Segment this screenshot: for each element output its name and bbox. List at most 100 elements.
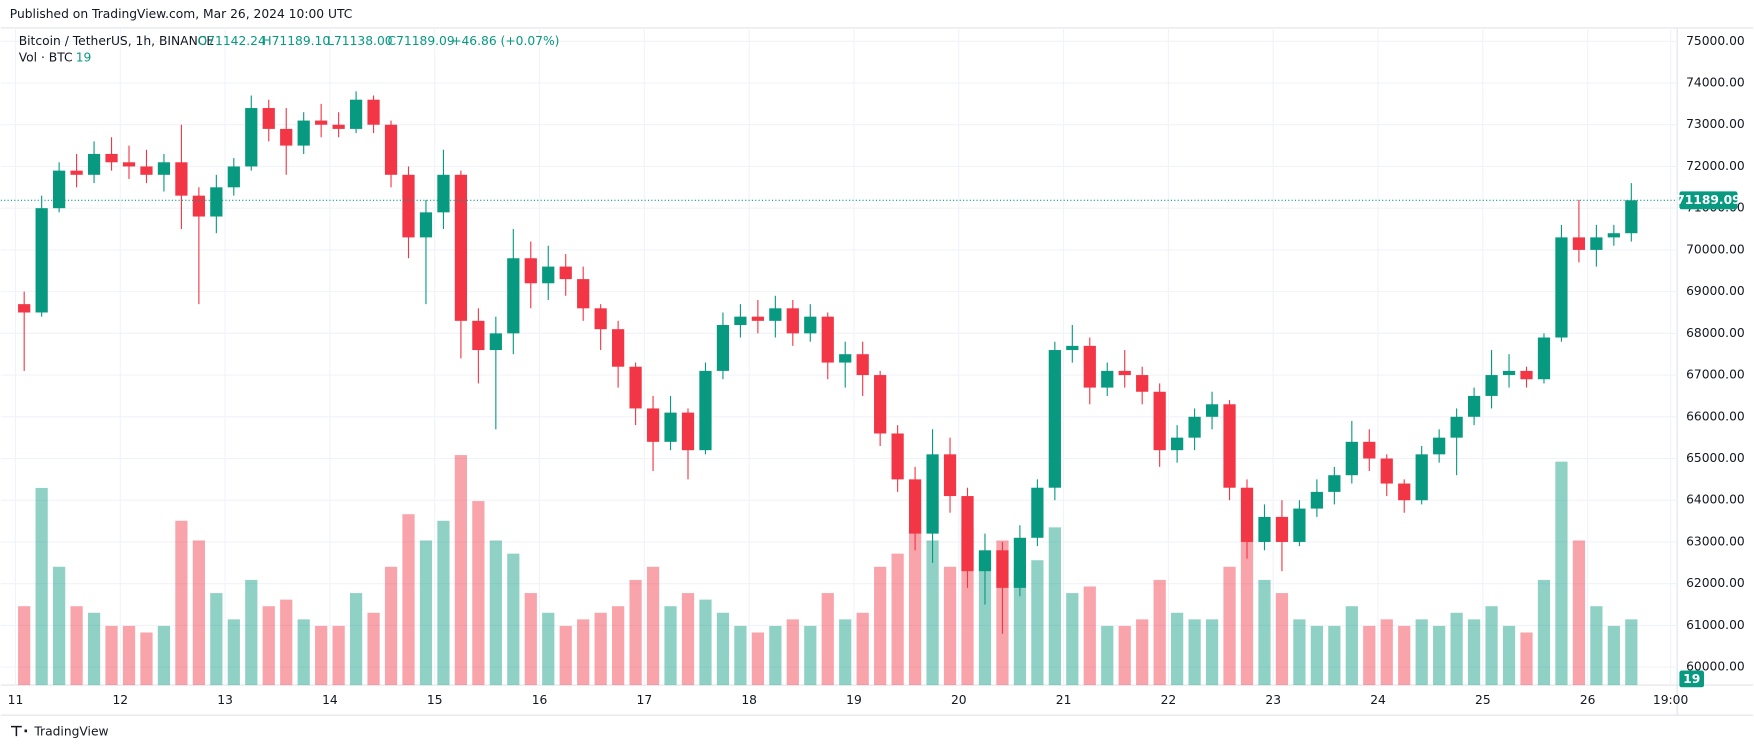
x-tick-label: 24 bbox=[1370, 693, 1386, 707]
candle-body bbox=[664, 412, 677, 442]
footer: ⊤∙ TradingView bbox=[10, 724, 109, 740]
candle-body bbox=[472, 320, 485, 351]
candle-body bbox=[1310, 491, 1323, 509]
volume-bar bbox=[908, 527, 922, 686]
volume-bar bbox=[1293, 619, 1306, 686]
volume-bar bbox=[105, 625, 118, 686]
candle-body bbox=[524, 258, 537, 284]
candle-body bbox=[681, 412, 695, 451]
volume-bar bbox=[612, 606, 625, 686]
volume-bar bbox=[18, 606, 31, 686]
last-price-badge bbox=[1679, 191, 1738, 210]
volume-badge-label: 19 bbox=[1683, 672, 1700, 686]
ohlc-close: C71189.09 bbox=[388, 34, 455, 48]
x-tick-label: 11 bbox=[8, 693, 24, 707]
candle-body bbox=[122, 162, 136, 167]
candle-body bbox=[1101, 370, 1114, 388]
candle-body bbox=[367, 99, 380, 125]
volume-bar bbox=[367, 612, 380, 686]
candle-body bbox=[1048, 350, 1061, 488]
volume-bar bbox=[1555, 461, 1568, 686]
volume-bar bbox=[1433, 625, 1446, 686]
volume-bar bbox=[157, 625, 171, 686]
volume-bar bbox=[1223, 566, 1236, 686]
candle-body bbox=[629, 366, 642, 409]
candle-body bbox=[1572, 237, 1586, 250]
volume-badge bbox=[1679, 670, 1704, 688]
x-tick-label: 20 bbox=[951, 693, 967, 707]
candle-body bbox=[646, 408, 660, 442]
candle-body bbox=[996, 550, 1009, 588]
plot bbox=[0, 91, 1678, 686]
y-tick-label: 67000.00 bbox=[1686, 368, 1745, 382]
volume-bar bbox=[1625, 619, 1638, 686]
published-note: Published on TradingView.com, Mar 26, 20… bbox=[10, 7, 353, 21]
x-tick-label: 14 bbox=[322, 693, 338, 707]
candle-body bbox=[926, 454, 939, 534]
candle-body bbox=[804, 316, 817, 334]
candle-body bbox=[1205, 404, 1219, 417]
volume-bar bbox=[646, 566, 660, 686]
y-tick-label: 72000.00 bbox=[1686, 159, 1745, 173]
volume-bar bbox=[734, 625, 747, 686]
volume-bar bbox=[1205, 619, 1219, 686]
ohlc-open: O71142.24 bbox=[198, 34, 266, 48]
candle-body bbox=[699, 370, 712, 451]
y-tick-label: 64000.00 bbox=[1686, 493, 1745, 507]
candle-body bbox=[454, 174, 468, 321]
candle-body bbox=[192, 195, 205, 217]
volume-bar bbox=[681, 593, 695, 686]
volume-bar bbox=[1031, 560, 1044, 686]
x-tick-label: 22 bbox=[1161, 693, 1177, 707]
candle-body bbox=[297, 120, 310, 146]
candle-body bbox=[978, 550, 992, 572]
candle-body bbox=[1345, 441, 1358, 476]
candle-body bbox=[35, 208, 48, 313]
candle-body bbox=[961, 496, 974, 572]
candle-body bbox=[1433, 437, 1446, 455]
volume-bar bbox=[280, 599, 293, 686]
x-tick-label: 19:00 bbox=[1653, 693, 1688, 707]
volume-bar bbox=[1398, 625, 1411, 686]
x-tick-label: 18 bbox=[741, 693, 757, 707]
volume-bar bbox=[1485, 606, 1498, 686]
volume-bar bbox=[192, 540, 205, 686]
volume-bar bbox=[629, 579, 642, 686]
candle-body bbox=[612, 329, 625, 367]
volume-bar bbox=[804, 625, 817, 686]
candle-body bbox=[1502, 370, 1516, 376]
volume-bar bbox=[384, 566, 398, 686]
ohlc-change: +46.86 (+0.07%) bbox=[451, 34, 559, 48]
x-tick-label: 13 bbox=[217, 693, 233, 707]
volume-bar bbox=[472, 501, 485, 686]
y-tick-label: 61000.00 bbox=[1686, 618, 1745, 632]
volume-bar bbox=[402, 514, 415, 686]
last-price-label: 71189.09 bbox=[1676, 193, 1740, 207]
candle-body bbox=[751, 316, 764, 321]
x-tick-label: 19 bbox=[846, 693, 862, 707]
legend: Bitcoin / TetherUS, 1h, BINANCE O71142.2… bbox=[19, 34, 560, 65]
y-tick-label: 60000.00 bbox=[1686, 660, 1745, 674]
candle-body bbox=[437, 174, 450, 213]
volume-bar bbox=[1380, 619, 1393, 686]
candle-body bbox=[769, 308, 782, 321]
volume-bar bbox=[1258, 579, 1271, 686]
candle-body bbox=[70, 170, 83, 175]
candle-body bbox=[1625, 200, 1638, 234]
volume-bar bbox=[716, 612, 730, 686]
volume-bar bbox=[542, 612, 555, 686]
symbol: Bitcoin / TetherUS, 1h, BINANCE bbox=[19, 34, 214, 48]
logo: ⊤∙ bbox=[10, 724, 29, 740]
candle-body bbox=[1537, 337, 1551, 380]
candle-body bbox=[210, 187, 223, 217]
candle-body bbox=[1607, 233, 1620, 238]
volume-bar bbox=[1310, 625, 1323, 686]
candle-body bbox=[1398, 483, 1411, 501]
candle-body bbox=[734, 316, 747, 326]
volume-bar bbox=[594, 612, 607, 686]
candle-body bbox=[856, 354, 869, 376]
volume-bar bbox=[245, 579, 258, 686]
candle-body bbox=[175, 162, 188, 196]
candle-body bbox=[140, 166, 153, 175]
